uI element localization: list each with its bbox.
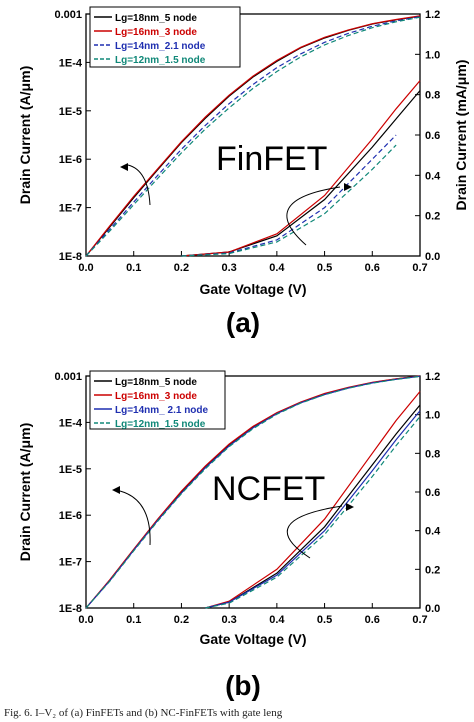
- x-tick-label: 0.6: [365, 614, 380, 626]
- y-left-tick-label: 1E-7: [59, 557, 82, 569]
- panel-label: (b): [225, 670, 261, 701]
- x-tick-label: 0.3: [221, 262, 236, 274]
- panel-label: (a): [226, 307, 260, 338]
- axis-arrowhead-right: [346, 503, 354, 511]
- series-log-curve: [85, 15, 421, 257]
- legend-entry-label: Lg=16nm_3 node: [115, 27, 197, 38]
- legend-entry-label: Lg=14nm_2.1 node: [115, 41, 206, 52]
- device-annotation: NCFET: [212, 470, 325, 508]
- y-right-tick-label: 0.4: [425, 170, 441, 182]
- series-linear-curve: [205, 391, 421, 609]
- y-left-tick-label: 1E-8: [59, 251, 82, 263]
- y-right-tick-label: 0.4: [425, 526, 441, 538]
- x-tick-label: 0.5: [317, 262, 332, 274]
- x-tick-label: 0.0: [78, 614, 93, 626]
- y-right-tick-label: 0.0: [425, 603, 440, 615]
- series-log-curve: [85, 375, 421, 609]
- y-right-tick-label: 0.8: [425, 448, 440, 460]
- y-left-tick-label: 1E-6: [59, 510, 82, 522]
- x-tick-label: 0.7: [412, 262, 427, 274]
- series-log-curve: [85, 16, 421, 257]
- y-right-tick-label: 0.2: [425, 211, 440, 223]
- y-right-tick-label: 0.8: [425, 90, 440, 102]
- axis-arrowhead-left: [112, 486, 120, 494]
- x-tick-label: 0.4: [269, 262, 285, 274]
- panel-b-chart: 0.0 0.1 0.2 0.3 0.4 0.5 0.6 0.7 0.001 1E-4 1E-5 1E-…: [17, 370, 441, 701]
- y-left-tick-label: 1E-5: [59, 464, 82, 476]
- y-left-tick-label: 0.001: [54, 371, 82, 383]
- y-left-tick-label: 1E-4: [59, 57, 83, 69]
- y-left-axis-label: Drain Current (A/μm): [17, 66, 33, 204]
- x-tick-label: 0.1: [126, 262, 141, 274]
- series-linear-curve: [181, 134, 397, 257]
- series-linear-curve: [205, 416, 421, 609]
- y-left-tick-label: 1E-7: [59, 203, 82, 215]
- x-tick-label: 0.2: [174, 614, 189, 626]
- x-axis-label: Gate Voltage (V): [199, 631, 306, 647]
- legend-entry-label: Lg=12nm_1.5 node: [115, 419, 206, 430]
- y-right-tick-label: 1.2: [425, 9, 440, 21]
- series-log-curve: [85, 375, 421, 609]
- y-left-tick-label: 0.001: [54, 9, 82, 21]
- axis-arrow-right: [286, 186, 341, 246]
- y-right-tick-label: 1.0: [425, 410, 440, 422]
- legend-entry-label: Lg=18nm_5 node: [115, 377, 197, 388]
- x-axis-label: Gate Voltage (V): [199, 281, 306, 297]
- device-annotation: FinFET: [216, 140, 327, 178]
- x-tick-label: 0.6: [365, 262, 380, 274]
- legend-box: [89, 6, 241, 68]
- y-right-tick-label: 1.2: [425, 371, 440, 383]
- x-tick-label: 0.5: [317, 614, 332, 626]
- series-log-curve: [85, 16, 421, 257]
- series-linear-curve: [205, 410, 421, 609]
- y-right-tick-label: 0.0: [425, 251, 440, 263]
- axis-arrowhead-right: [344, 183, 352, 191]
- y-right-tick-label: 0.6: [425, 487, 440, 499]
- legend-entry-label: Lg=12nm_1.5 node: [115, 55, 206, 66]
- x-tick-label: 0.2: [174, 262, 189, 274]
- y-right-axis-label: Drain Current (mA/μm): [453, 60, 469, 211]
- axis-arrow-right: [286, 505, 343, 559]
- x-tick-label: 0.1: [126, 614, 141, 626]
- x-tick-label: 0.0: [78, 262, 93, 274]
- y-left-tick-label: 1E-6: [59, 154, 82, 166]
- legend-entry-label: Lg=16nm_3 node: [115, 391, 197, 402]
- y-left-tick-label: 1E-4: [59, 417, 83, 429]
- y-left-tick-label: 1E-5: [59, 106, 82, 118]
- axis-arrowhead-left: [120, 163, 128, 171]
- panel-a-chart: 0.0 0.1 0.2 0.3 0.4 0.5 0.6 0.7 0.001 1E-4 1E-5 1E-…: [17, 6, 469, 338]
- x-tick-label: 0.4: [269, 614, 285, 626]
- axis-arrow-left: [119, 490, 151, 546]
- series-linear-curve: [181, 80, 421, 257]
- y-right-tick-label: 0.2: [425, 564, 440, 576]
- x-tick-label: 0.7: [412, 614, 427, 626]
- figure-caption: Fig. 6. I–V₂ of (a) FinFETs and (b) NC-F…: [4, 707, 283, 719]
- legend-box: [89, 370, 226, 430]
- y-right-tick-label: 0.6: [425, 130, 440, 142]
- series-linear-curve: [181, 144, 397, 257]
- y-left-tick-label: 1E-8: [59, 603, 82, 615]
- axis-arrow-left: [127, 164, 151, 206]
- legend-entry-label: Lg=18nm_5 node: [115, 13, 197, 24]
- x-tick-label: 0.3: [221, 614, 236, 626]
- y-left-axis-label: Drain Current (A/μm): [17, 423, 33, 561]
- y-right-tick-label: 1.0: [425, 49, 440, 61]
- legend-entry-label: Lg=14nm_ 2.1 node: [115, 405, 209, 416]
